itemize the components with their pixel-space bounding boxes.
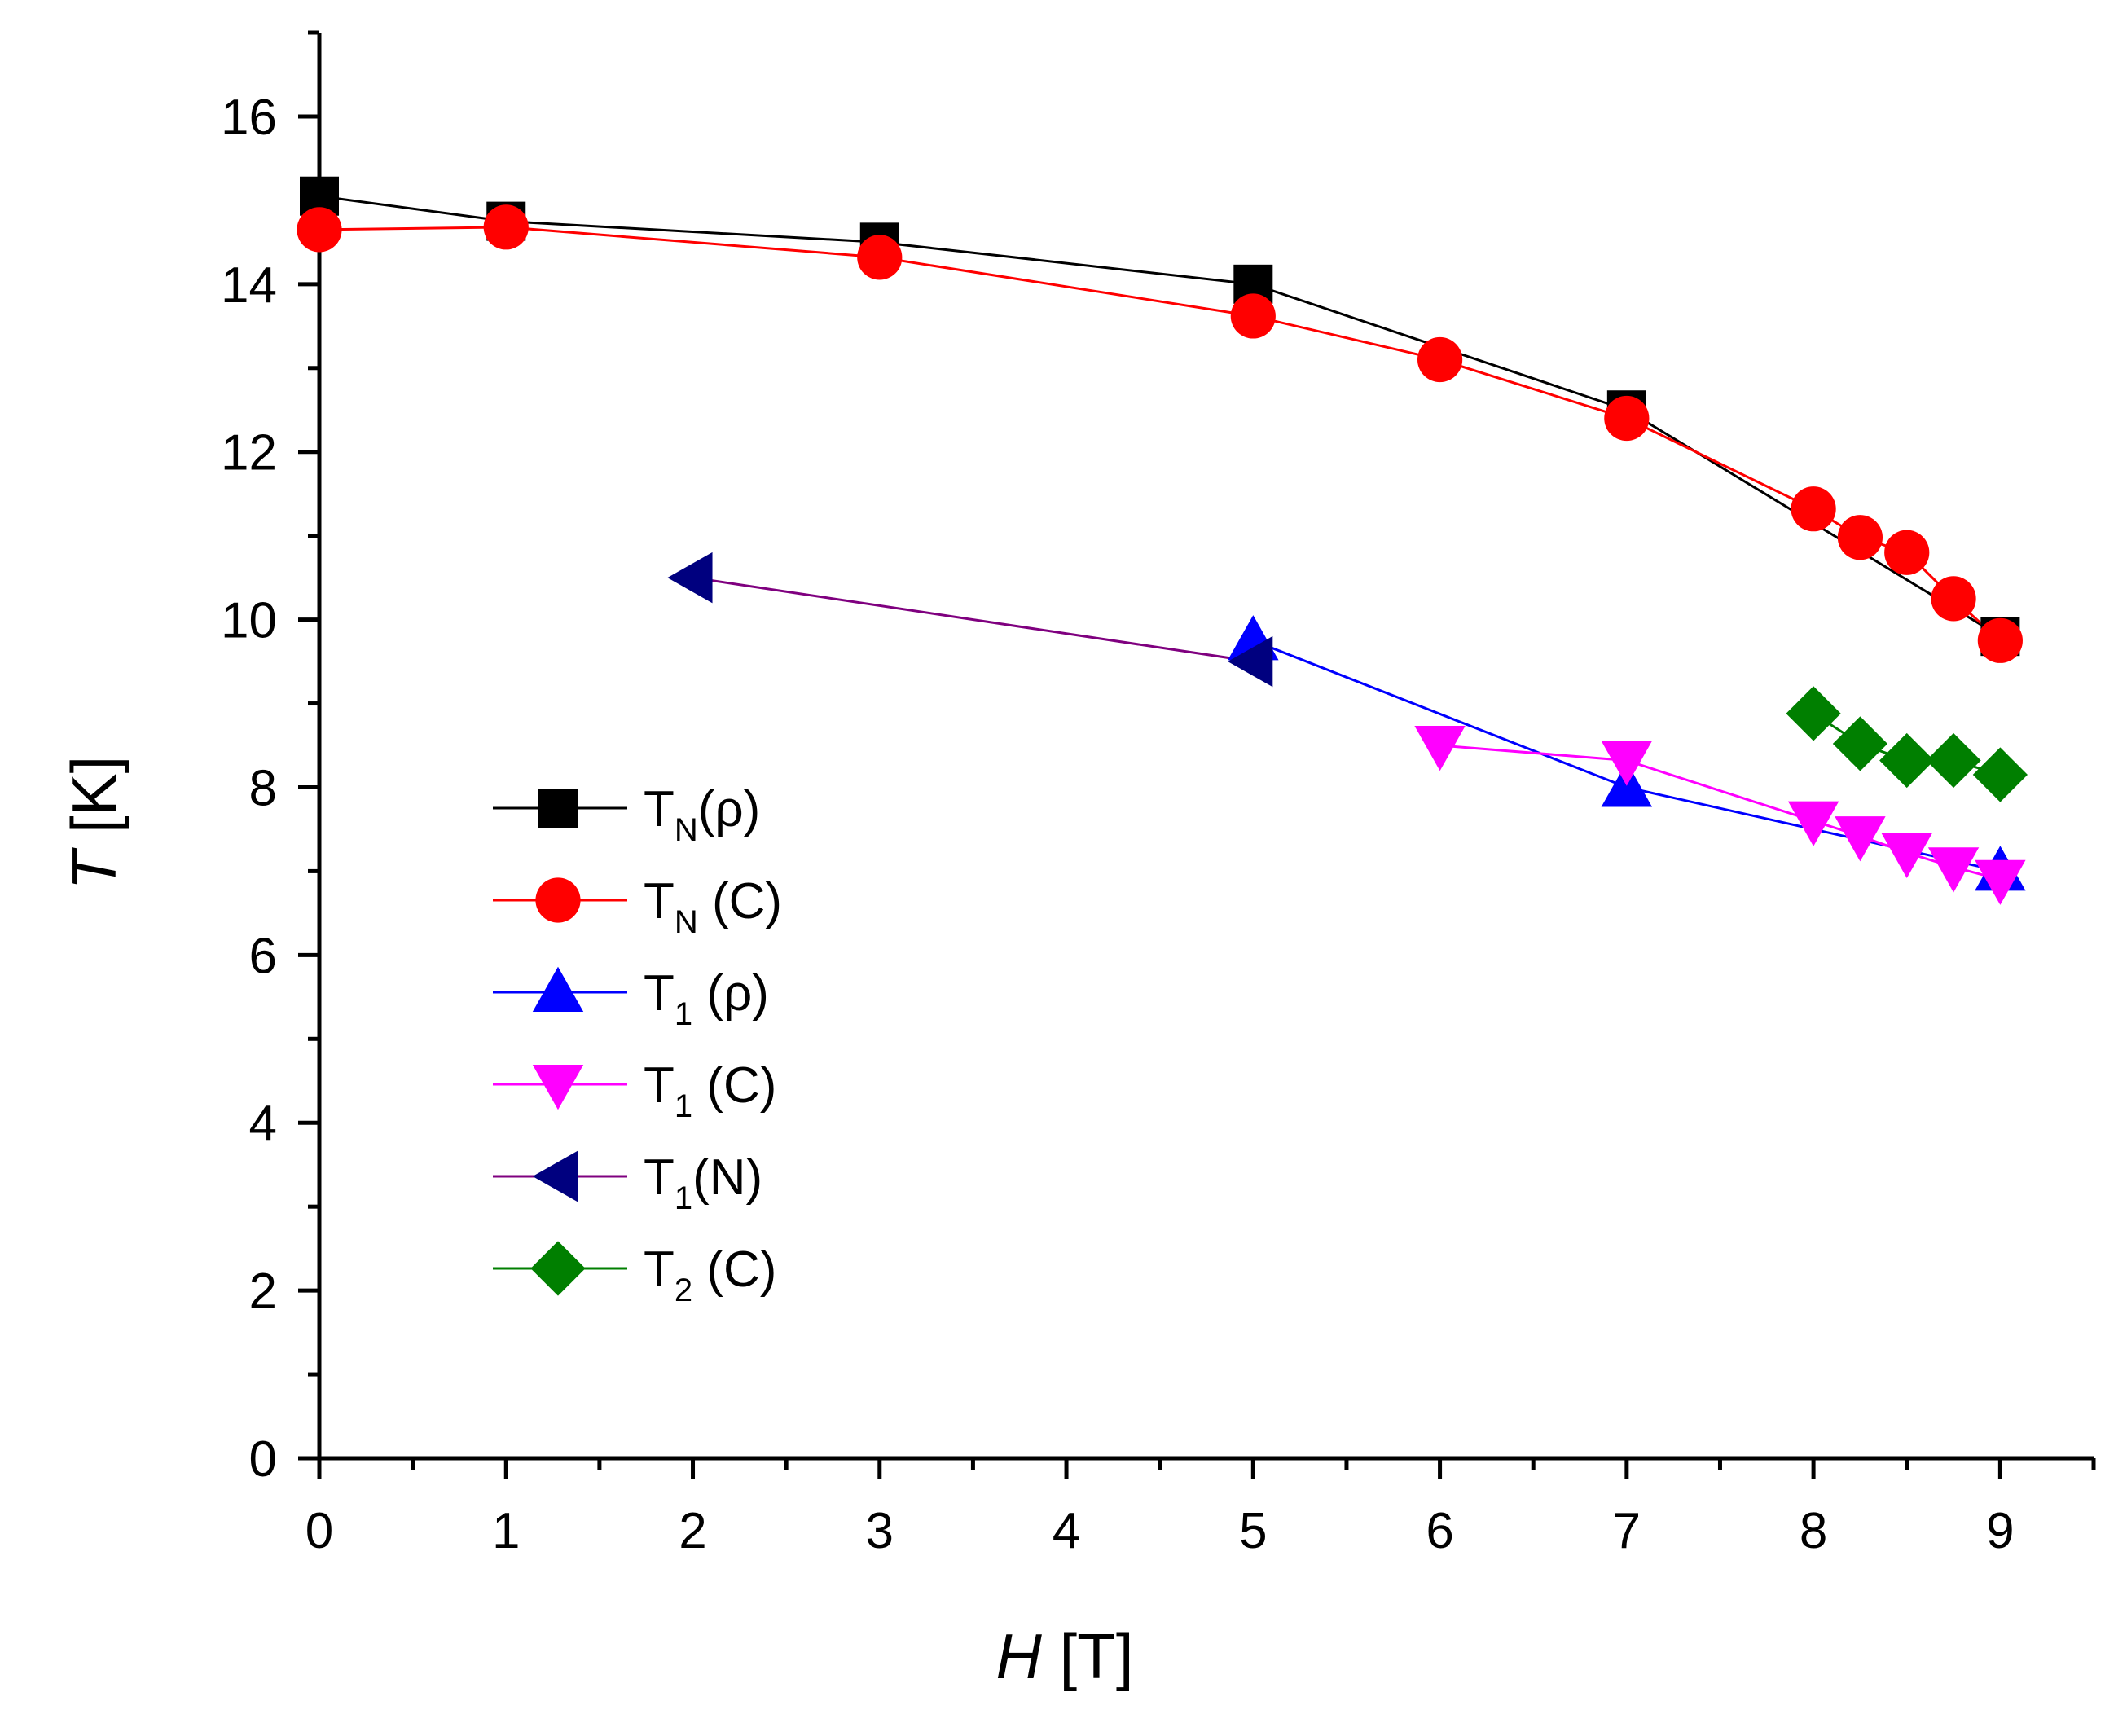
series-markers (297, 176, 2028, 905)
legend-marker (532, 1150, 578, 1202)
data-point-series-3 (1881, 833, 1932, 878)
legend-marker (532, 966, 584, 1012)
legend-entry: T1 (C) (493, 1057, 776, 1124)
x-tick-label: 5 (1239, 1503, 1267, 1559)
data-point-series-4 (667, 552, 713, 604)
data-point-series-1 (1604, 395, 1650, 442)
data-point-series-1 (1884, 530, 1930, 575)
x-tick-label: 7 (1613, 1503, 1641, 1559)
legend-marker (538, 789, 578, 828)
y-tick-label: 16 (221, 90, 277, 146)
x-axis-title: H [T] (995, 1620, 1133, 1692)
legend-label: TN (C) (644, 873, 782, 940)
x-tick-label: 1 (492, 1503, 520, 1559)
data-point-series-5 (1786, 686, 1841, 741)
legend-marker (532, 1065, 584, 1110)
y-tick-label: 2 (249, 1264, 277, 1320)
series-lines (319, 195, 2002, 881)
legend-label: T1(N) (644, 1149, 762, 1216)
x-tick-label: 0 (305, 1503, 333, 1559)
data-point-series-1 (857, 235, 903, 280)
data-point-series-1 (1791, 486, 1836, 532)
data-point-series-5 (1879, 732, 1935, 789)
data-point-series-3 (1787, 801, 1839, 846)
y-tick-label: 0 (249, 1431, 277, 1488)
legend-entry: T1 (ρ) (493, 965, 769, 1032)
legend-label: T2 (C) (644, 1242, 776, 1308)
legend: TN(ρ) TN (C) T1 (ρ) T1 (C) T1(N) T2 (C) (493, 781, 782, 1308)
data-point-series-3 (1975, 859, 2026, 905)
data-point-series-3 (1927, 847, 1980, 893)
x-tick-label: 6 (1426, 1503, 1453, 1559)
legend-entry: T2 (C) (493, 1241, 776, 1308)
data-point-series-1 (1417, 336, 1463, 383)
data-point-series-5 (1972, 747, 2028, 802)
data-point-series-3 (1601, 741, 1653, 786)
y-axis-title: T [K] (58, 756, 130, 890)
data-point-series-1 (297, 207, 342, 253)
series-line-0 (319, 195, 2002, 638)
data-point-series-5 (1926, 732, 1981, 789)
data-point-series-3 (1835, 816, 1886, 862)
x-tick-label: 9 (1986, 1503, 2014, 1559)
x-tick-label: 2 (679, 1503, 706, 1559)
data-point-series-1 (1837, 515, 1883, 560)
data-point-series-1 (1230, 293, 1276, 339)
legend-label: TN(ρ) (644, 781, 760, 848)
y-tick-label: 10 (221, 593, 277, 649)
data-point-series-1 (483, 204, 529, 250)
legend-label: T1 (C) (644, 1057, 776, 1124)
x-tick-label: 8 (1800, 1503, 1827, 1559)
legend-entry: T1(N) (493, 1149, 762, 1216)
legend-marker (535, 877, 581, 923)
legend-label: T1 (ρ) (644, 965, 769, 1032)
data-point-series-1 (1977, 617, 2023, 663)
y-tick-label: 14 (221, 257, 277, 314)
legend-entry: TN (C) (493, 873, 782, 940)
data-point-series-3 (1414, 726, 1466, 771)
data-point-series-1 (1931, 576, 1976, 622)
x-tick-label: 4 (1053, 1503, 1080, 1559)
y-tick-label: 6 (249, 928, 277, 984)
y-tick-label: 12 (221, 425, 277, 481)
legend-marker (530, 1241, 586, 1296)
data-point-series-5 (1832, 716, 1888, 771)
x-tick-label: 3 (866, 1503, 894, 1559)
y-tick-label: 8 (249, 760, 277, 816)
series-line-4 (692, 576, 1254, 663)
legend-entry: TN(ρ) (493, 781, 760, 848)
data-point-series-4 (1228, 635, 1273, 688)
series-line-1 (319, 226, 2002, 642)
y-tick-label: 4 (249, 1096, 277, 1152)
